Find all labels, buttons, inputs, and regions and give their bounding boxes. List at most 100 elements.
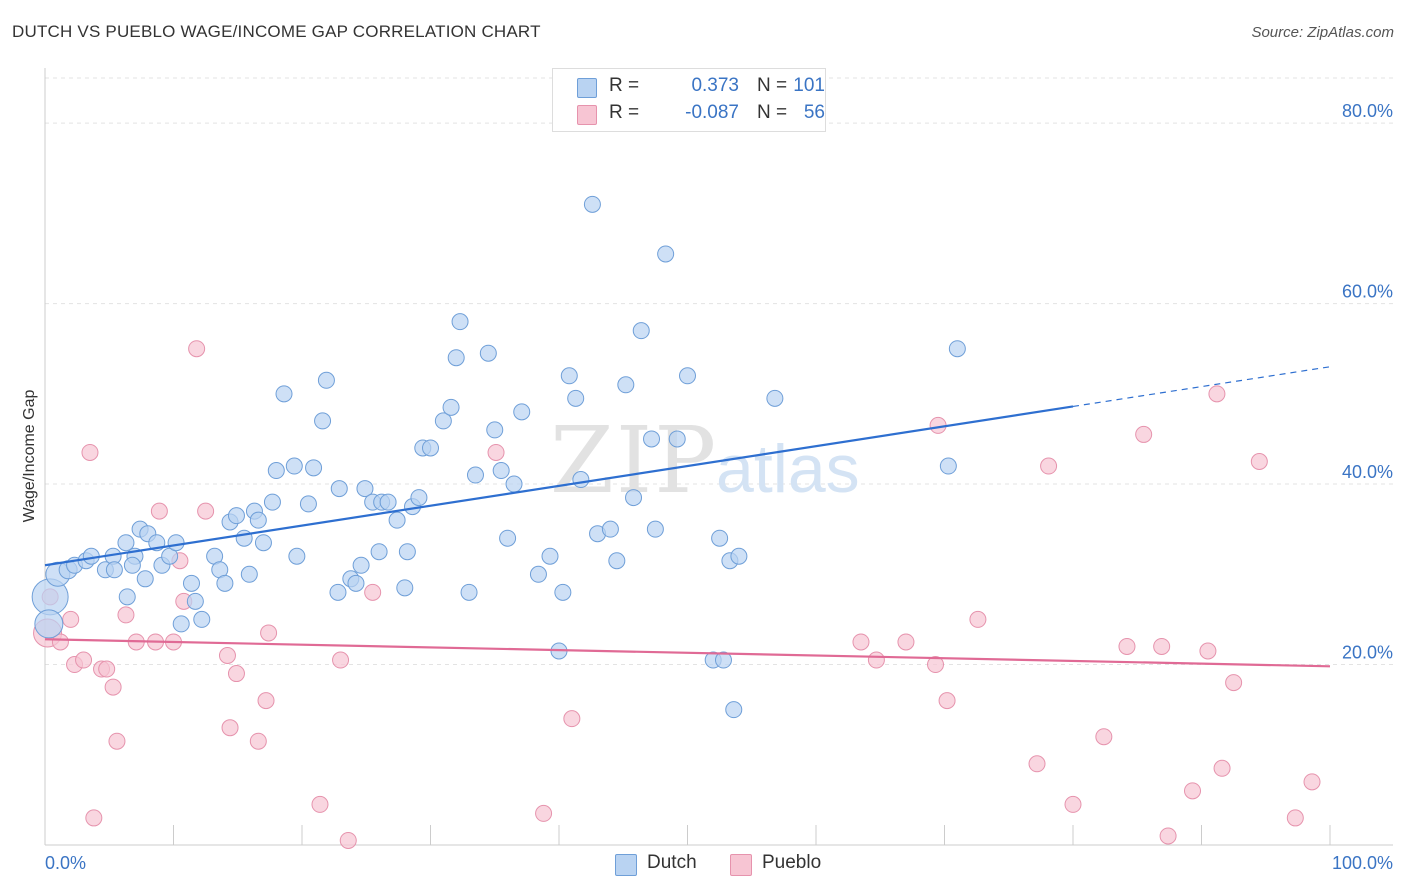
dutch-trend-line [44,405,1074,567]
dutch-point [299,495,317,513]
correlation-legend: R = 0.373 N = 101 R = -0.087 N = 56 [552,68,826,132]
pueblo-point [51,633,69,651]
dutch-point [352,556,370,574]
dutch-point [410,489,428,507]
dutch-swatch [577,78,597,98]
dutch-point [118,588,136,606]
dutch-point [479,344,497,362]
dutch-point [447,349,465,367]
dutch-point [267,462,285,480]
dutch-point [434,412,452,430]
pueblo-point [1040,457,1058,475]
trend-layer [44,366,1331,668]
dutch-point [305,459,323,477]
pueblo-point [75,651,93,669]
pueblo-legend-swatch [730,854,752,876]
dutch-point [646,520,664,538]
dutch-point [486,421,504,439]
dutch-point [123,556,141,574]
legend-n-label: N = [757,102,788,123]
pueblo-point [1118,637,1136,655]
pueblo-point [1286,809,1304,827]
legend-r-label: R = [609,102,640,123]
dutch-point [657,245,675,263]
dutch-point [193,610,211,628]
pueblo-point [62,610,80,628]
pueblo-point [311,795,329,813]
dutch-point [379,493,397,511]
pueblo-point [1064,795,1082,813]
dutch-point [711,529,729,547]
pueblo-point [938,692,956,710]
watermark: ZIP atlas [550,407,860,514]
pueblo-point [364,583,382,601]
dutch-point [601,520,619,538]
pueblo-point [339,831,357,849]
pueblo-point [1303,773,1321,791]
dutch-point [625,489,643,507]
y-axis-label: Wage/Income Gap [21,390,38,523]
legend-n-value: 101 [793,75,825,96]
dutch-point [186,592,204,610]
dutch-point [451,313,469,331]
dutch-point [554,583,572,601]
dutch-point [668,430,686,448]
y-tick-label: 20.0% [1342,643,1393,663]
pueblo-point [104,678,122,696]
dutch-point [317,371,335,389]
dutch-point [725,701,743,719]
dutch-point [617,376,635,394]
pueblo-point [535,804,553,822]
dutch-point [227,507,245,525]
dutch-point [560,367,578,385]
dutch-point [466,466,484,484]
dutch-point [499,529,517,547]
pueblo-point [1095,728,1113,746]
dutch-point [541,547,559,565]
dutch-point [583,195,601,213]
dutch-point [249,511,267,529]
pueblo-point [1213,759,1231,777]
dutch-point [460,583,478,601]
pueblo-point [1225,674,1243,692]
dutch-point [513,403,531,421]
dutch-series [31,195,966,719]
dutch-point [730,547,748,565]
dutch-point [172,615,190,633]
pueblo-point [188,340,206,358]
pueblo-point [81,443,99,461]
pueblo-legend-label: Pueblo [762,852,822,873]
pueblo-point [1250,453,1268,470]
pueblo-point [969,610,987,628]
pueblo-point [260,624,278,642]
dutch-point [356,480,374,498]
dutch-point [136,570,154,588]
pueblo-point [221,719,239,737]
dutch-point [632,322,650,340]
legend-r-label: R = [609,75,640,96]
dutch-point [608,552,626,570]
dutch-point [529,565,547,583]
legend-n-value: 56 [803,102,825,123]
dutch-point [643,430,661,448]
y-tick-label: 60.0% [1342,282,1393,302]
pueblo-point [257,692,275,710]
dutch-point [948,340,966,358]
dutch-point [505,475,523,493]
x-tick-label: 100.0% [1332,853,1393,873]
dutch-point [34,609,64,639]
dutch-point [398,543,416,561]
pueblo-point [487,443,505,461]
dutch-point [572,471,590,489]
dutch-point [347,574,365,592]
pueblo-point [227,665,245,683]
pueblo-point [1028,755,1046,773]
dutch-point [240,565,258,583]
dutch-legend-swatch [615,854,637,876]
dutch-point [216,574,234,592]
legend-r-value: 0.373 [691,75,739,96]
dutch-point [330,480,348,498]
dutch-trend-extension [1072,366,1331,408]
dutch-point [492,462,510,480]
dutch-point [396,579,414,597]
